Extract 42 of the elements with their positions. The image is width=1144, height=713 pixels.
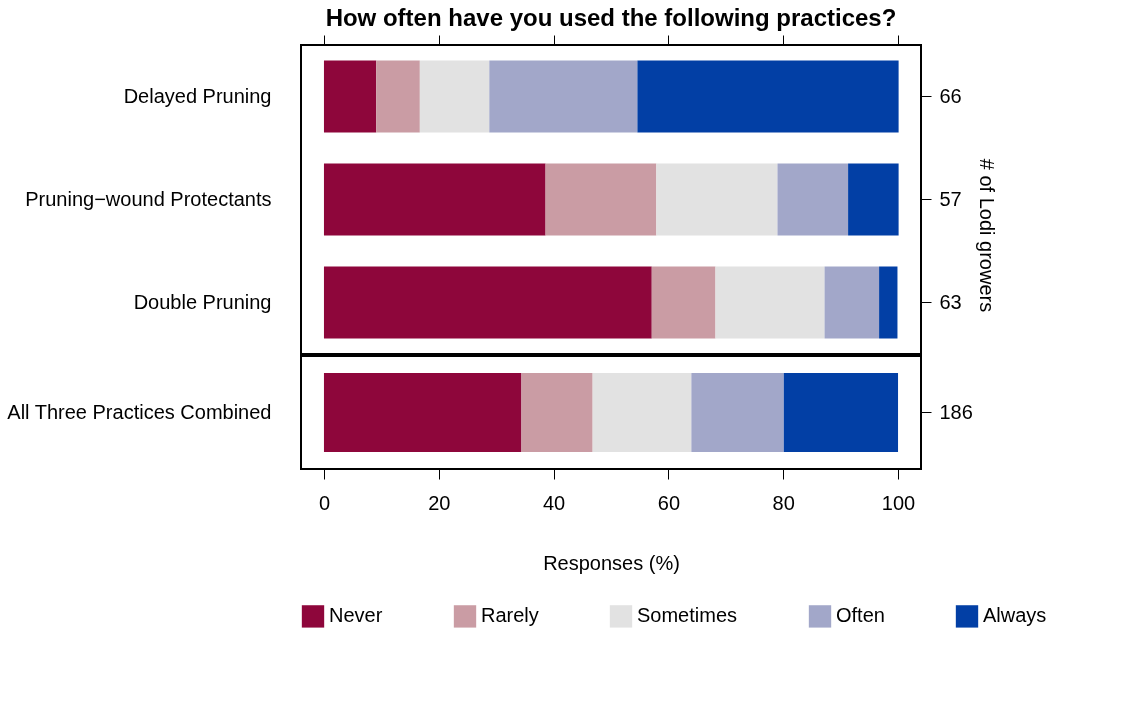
bar [651,266,716,339]
chart-title: How often have you used the following practices? [325,3,897,31]
bar [824,266,880,339]
bar [783,372,899,453]
bar [376,60,420,133]
y2-tick-label: 186 [939,400,973,423]
y2-tick-label: 66 [939,84,962,107]
x-tick-label: 100 [881,491,916,514]
bar [323,60,377,133]
legend-label: Rarely [481,604,539,627]
x-tick-label: 60 [657,491,681,514]
y-tick-label: Delayed Pruning [123,84,272,107]
bar [879,266,898,339]
x-tick-label: 80 [772,491,795,514]
bar [848,163,899,236]
bar [715,266,825,339]
bar [592,372,692,453]
bar [777,163,849,236]
bar [656,163,778,236]
x-tick-label: 0 [318,491,331,514]
bar [323,266,652,339]
x-tick-label: 20 [428,491,451,514]
bar [489,60,638,133]
bar [637,60,899,133]
bar [323,163,546,236]
bar [545,163,657,236]
y-tick-label: Double Pruning [133,290,272,313]
bar [419,60,490,133]
legend-label: Never [329,604,383,627]
bar [323,372,522,453]
y2-axis-title: # of Lodi growers [975,158,998,313]
bar [521,372,593,453]
bar [691,372,784,453]
y-tick-label: Pruning−wound Protectants [25,187,272,210]
y-tick-label: All Three Practices Combined [7,400,272,423]
y2-tick-label: 57 [939,187,962,210]
legend-label: Always [983,604,1047,627]
legend-label: Often [836,604,885,627]
y2-tick-label: 63 [939,290,962,313]
x-tick-label: 40 [542,491,566,514]
legend-label: Sometimes [637,604,738,627]
x-axis-title: Responses (%) [543,551,680,574]
